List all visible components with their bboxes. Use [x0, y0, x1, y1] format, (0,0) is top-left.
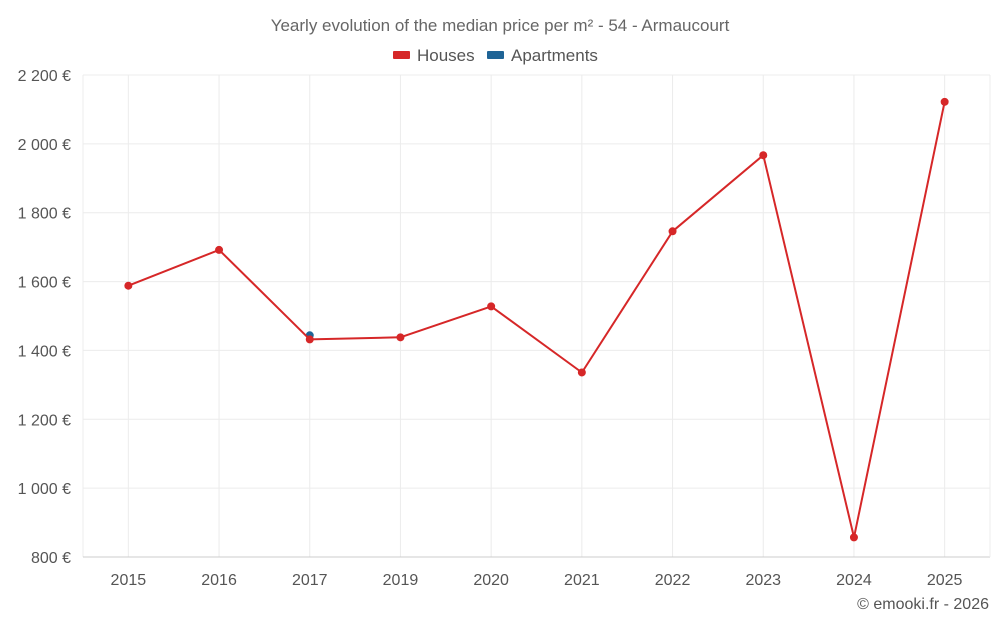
x-tick-label: 2016: [201, 572, 237, 589]
y-tick-label: 1 000 €: [18, 481, 71, 498]
x-tick-label: 2021: [564, 572, 600, 589]
legend-label-houses: Houses: [417, 46, 475, 65]
legend-item-houses: Houses: [393, 46, 475, 65]
chart-title: Yearly evolution of the median price per…: [271, 16, 730, 35]
x-tick-label: 2019: [383, 572, 419, 589]
y-tick-label: 2 200 €: [18, 68, 71, 85]
data-point-houses: [396, 333, 405, 342]
gridlines: [83, 74, 990, 558]
x-tick-label: 2023: [745, 572, 781, 589]
legend-label-apartments: Apartments: [511, 46, 598, 65]
y-tick-label: 1 600 €: [18, 275, 71, 292]
y-tick-label: 800 €: [31, 550, 71, 567]
y-tick-label: 1 400 €: [18, 343, 71, 360]
x-tick-label: 2017: [292, 572, 328, 589]
x-tick-label: 2015: [111, 572, 147, 589]
data-point-houses: [487, 302, 496, 311]
data-point-houses: [849, 533, 858, 542]
series-line-houses: [127, 101, 946, 539]
legend-item-apartments: Apartments: [487, 46, 598, 65]
legend-swatch-apartments: [487, 51, 504, 59]
data-point-houses: [215, 245, 224, 254]
legend: Houses Apartments: [393, 46, 598, 65]
series-layer: [124, 97, 949, 542]
x-tick-label: 2024: [836, 572, 872, 589]
axes: 800 € 1 000 € 1 200 € 1 400 € 1 600 € 1 800 €…: [18, 68, 991, 589]
data-point-houses: [668, 227, 677, 236]
credit-text: © emooki.fr - 2026: [857, 596, 989, 613]
x-tick-label: 2022: [655, 572, 691, 589]
legend-swatch-houses: [393, 51, 410, 59]
data-point-houses: [305, 335, 314, 344]
data-point-houses: [124, 281, 133, 290]
y-tick-label: 1 800 €: [18, 206, 71, 223]
x-tick-label: 2025: [927, 572, 963, 589]
data-point-houses: [759, 151, 768, 160]
data-point-houses: [577, 368, 586, 377]
data-point-houses: [940, 97, 949, 106]
y-tick-label: 1 200 €: [18, 412, 71, 429]
series-houses: [124, 97, 949, 542]
y-tick-label: 2 000 €: [18, 137, 71, 154]
x-tick-label: 2020: [473, 572, 509, 589]
